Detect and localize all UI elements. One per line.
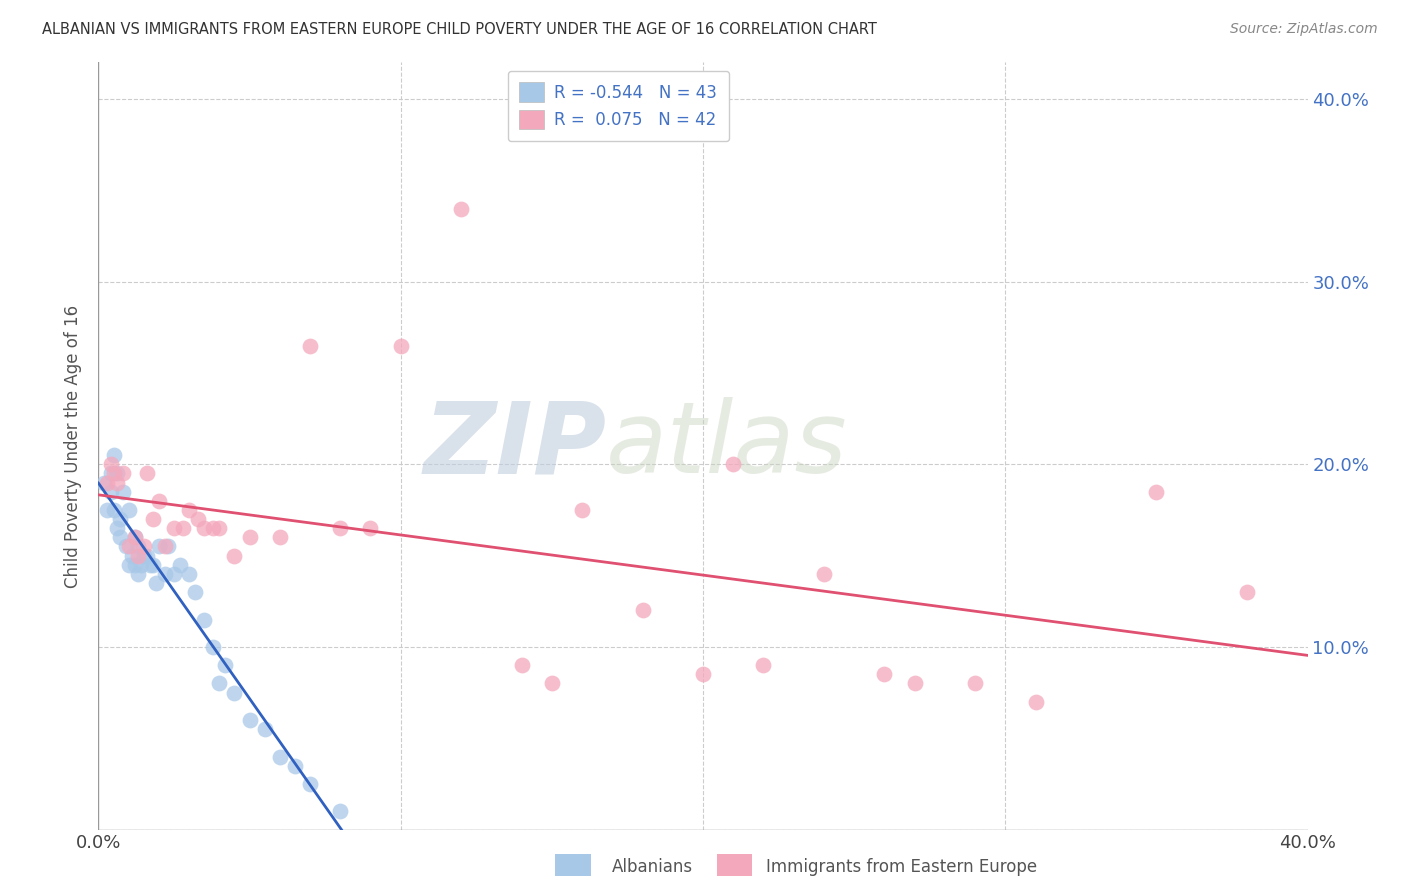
Text: ALBANIAN VS IMMIGRANTS FROM EASTERN EUROPE CHILD POVERTY UNDER THE AGE OF 16 COR: ALBANIAN VS IMMIGRANTS FROM EASTERN EURO… xyxy=(42,22,877,37)
Point xyxy=(269,749,291,764)
Point xyxy=(450,202,472,216)
Point xyxy=(169,558,191,572)
Point xyxy=(118,503,141,517)
Point xyxy=(100,457,122,471)
Point xyxy=(184,585,207,599)
Point xyxy=(139,558,162,572)
Point xyxy=(142,512,165,526)
Point xyxy=(103,448,125,462)
Point xyxy=(1236,585,1258,599)
Point xyxy=(118,540,141,554)
Point xyxy=(142,558,165,572)
Point xyxy=(873,667,896,681)
Point xyxy=(103,503,125,517)
Point xyxy=(965,676,987,690)
Point xyxy=(1024,695,1046,709)
Point xyxy=(111,484,134,499)
Point xyxy=(723,457,745,471)
Point xyxy=(105,475,128,490)
Legend: R = -0.544   N = 43, R =  0.075   N = 42: R = -0.544 N = 43, R = 0.075 N = 42 xyxy=(508,70,728,141)
Point xyxy=(284,758,307,772)
Y-axis label: Child Poverty Under the Age of 16: Child Poverty Under the Age of 16 xyxy=(65,304,83,588)
Point xyxy=(145,576,167,591)
Text: ZIP: ZIP xyxy=(423,398,606,494)
Point xyxy=(156,540,179,554)
Point xyxy=(224,549,246,563)
Point xyxy=(111,467,134,481)
Point xyxy=(105,521,128,535)
Point xyxy=(299,777,322,791)
Point xyxy=(193,521,215,535)
Point xyxy=(93,475,115,490)
Point xyxy=(752,658,775,673)
Point xyxy=(329,805,352,819)
Point xyxy=(121,549,143,563)
Point xyxy=(124,558,146,572)
Point xyxy=(153,566,176,581)
Point xyxy=(127,540,149,554)
Point xyxy=(202,521,225,535)
Text: Immigrants from Eastern Europe: Immigrants from Eastern Europe xyxy=(766,858,1038,876)
Point xyxy=(100,467,122,481)
Point xyxy=(193,613,215,627)
Text: Albanians: Albanians xyxy=(612,858,693,876)
Point xyxy=(153,540,176,554)
Point xyxy=(124,530,146,544)
Point xyxy=(108,512,131,526)
Point xyxy=(172,521,194,535)
Point xyxy=(179,566,201,581)
Point xyxy=(208,676,231,690)
Point xyxy=(114,540,136,554)
Point xyxy=(214,658,236,673)
Point xyxy=(540,676,562,690)
Point xyxy=(179,503,201,517)
Point xyxy=(103,467,125,481)
Point xyxy=(132,549,155,563)
Point xyxy=(224,685,246,699)
Point xyxy=(813,566,835,581)
Point xyxy=(299,338,322,352)
Point xyxy=(105,467,128,481)
Point xyxy=(96,503,118,517)
Point xyxy=(904,676,927,690)
Point xyxy=(100,484,122,499)
Point xyxy=(253,722,276,736)
Point xyxy=(360,521,382,535)
Point xyxy=(239,713,262,727)
Text: Source: ZipAtlas.com: Source: ZipAtlas.com xyxy=(1230,22,1378,37)
Point xyxy=(135,549,157,563)
Point xyxy=(631,603,654,617)
Point xyxy=(239,530,262,544)
Point xyxy=(571,503,593,517)
Point xyxy=(132,540,155,554)
Point xyxy=(208,521,231,535)
Point xyxy=(163,566,186,581)
Point xyxy=(148,493,170,508)
Point xyxy=(510,658,533,673)
Point xyxy=(187,512,209,526)
Point xyxy=(329,521,352,535)
Point xyxy=(129,558,152,572)
Point xyxy=(127,549,149,563)
Point xyxy=(108,530,131,544)
Point xyxy=(202,640,225,654)
Point xyxy=(163,521,186,535)
Point xyxy=(692,667,714,681)
Point xyxy=(96,475,118,490)
Point xyxy=(124,530,146,544)
Point xyxy=(127,566,149,581)
Point xyxy=(135,467,157,481)
Text: atlas: atlas xyxy=(606,398,848,494)
Point xyxy=(1144,484,1167,499)
Point xyxy=(148,540,170,554)
Point xyxy=(118,558,141,572)
Point xyxy=(269,530,291,544)
Point xyxy=(389,338,412,352)
